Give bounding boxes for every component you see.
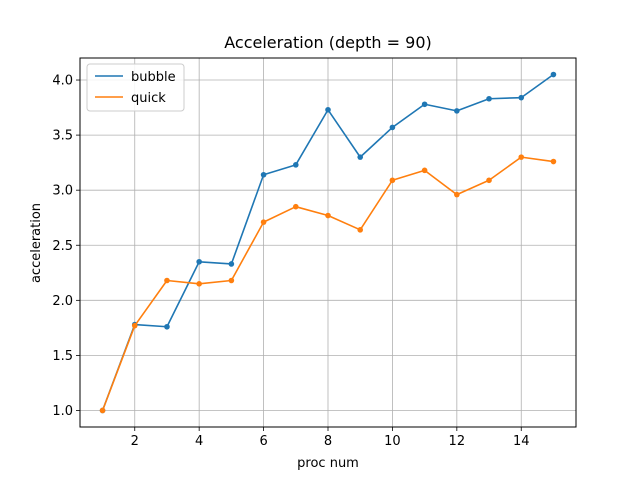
y-tick-label: 3.0 [52,184,73,199]
grid [80,58,576,427]
legend: bubble quick [86,63,185,112]
data-point-quick [131,322,138,329]
y-tick-label: 3.5 [52,129,73,144]
data-point-quick [292,203,299,210]
data-point-quick [357,227,364,233]
x-tick-label: 8 [324,434,332,449]
series-layer [99,71,557,414]
y-tick-label: 2.0 [52,294,73,309]
data-point-bubble [164,323,170,330]
data-point-quick [228,277,235,284]
x-tick-label: 4 [195,434,203,449]
data-point-bubble [260,171,267,178]
data-point-quick [325,212,331,219]
legend-label-quick: quick [131,91,166,106]
x-tick-label: 10 [384,434,401,449]
series-bubble [99,71,557,414]
data-point-quick [389,177,396,184]
series-quick [99,154,557,414]
data-point-bubble [325,106,331,113]
data-point-quick [196,281,202,287]
data-point-quick [454,191,460,198]
x-tick-label: 12 [449,434,466,449]
y-tick-label: 1.5 [52,349,73,364]
data-point-bubble [357,154,364,160]
legend-label-bubble: bubble [131,70,176,85]
data-point-quick [99,407,106,414]
data-point-quick [421,167,428,174]
x-tick-label: 2 [131,434,139,449]
data-point-bubble [486,95,492,102]
y-tick-label: 2.5 [52,239,73,254]
data-point-quick [486,177,492,184]
data-point-bubble [196,258,202,265]
y-axis-label: acceleration [29,203,44,283]
data-point-bubble [550,71,557,78]
data-point-bubble [228,261,235,267]
data-point-bubble [389,124,396,131]
y-tick-label: 1.0 [52,404,73,419]
axis-ticks: 2 4 6 8 10 12 14 1.0 1.5 2.0 2.5 3.0 3.5 4.0 [52,74,529,449]
data-point-quick [164,277,170,284]
x-tick-label: 6 [259,434,267,449]
data-point-quick [260,219,267,225]
data-point-bubble [292,162,299,168]
chart-title: Acceleration (depth = 90) [224,33,432,52]
x-axis-label: proc num [297,456,359,471]
data-point-quick [550,158,557,165]
data-point-bubble [454,108,460,114]
y-tick-label: 4.0 [52,74,73,89]
data-point-bubble [421,101,428,108]
data-point-bubble [518,94,525,101]
x-tick-label: 14 [513,434,530,449]
data-point-quick [518,154,525,160]
